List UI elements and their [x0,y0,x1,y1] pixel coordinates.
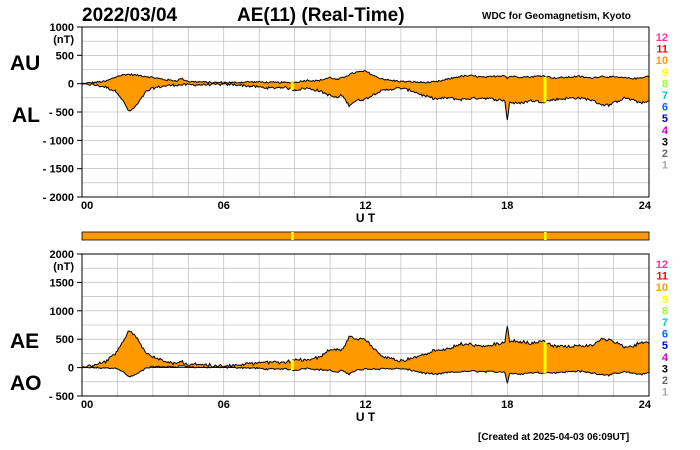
panel1-y-tick-label: 0 [68,79,74,91]
panel1-level-label: 2 [662,148,668,160]
panel2-area-fill [82,326,649,384]
panel2-level-label: 2 [662,375,668,387]
panel2-level-label: 1 [662,387,668,399]
data-source-label: WDC for Geomagnetism, Kyoto [482,11,631,22]
panel1-x-tick-label: 00 [81,200,93,212]
panel2-level-label: 11 [656,271,668,283]
panel1-level-label: 10 [656,55,668,67]
panel2-level-label: 9 [662,294,668,306]
panel2-x-tick-label: 12 [359,399,371,411]
panel1-y-tick-label: 500 [56,50,74,62]
panel1-upper-series-line [81,70,650,85]
data-quality-gap [291,232,294,240]
panel2-level-label: 5 [662,340,668,352]
panel2-level-label: 8 [662,305,668,317]
panel1-y-tick-label: - 2000 [43,192,74,204]
chart-title: AE(11) (Real-Time) [237,5,405,26]
panel2-level-label: 12 [656,259,668,271]
panel1-level-label: 6 [662,102,668,114]
panel2-level-label: 6 [662,329,668,341]
panel1-x-axis-label: U T [356,211,376,225]
panel1-x-tick-label: 18 [501,200,513,212]
panel2-y-tick-label: 0 [68,363,74,375]
panel1-level-label: 8 [662,78,668,90]
panel1-x-tick-label: 06 [218,200,230,212]
panel1-x-tick-label: 24 [639,200,652,212]
created-timestamp: [Created at 2025-04-03 06:09UT] [478,432,630,443]
panel1-y-tick-label: - 500 [49,107,74,119]
panel1-lower-series-line [81,82,650,121]
panel2-x-tick-label: 06 [218,399,230,411]
panel1-level-label: 3 [662,136,668,148]
panel2-x-axis-label: U T [356,410,376,424]
data-quality-gap [544,232,547,240]
panel2-y-tick-label: 1000 [50,306,74,318]
panel1-x-tick-label: 12 [359,200,371,212]
panel2-plot-frame [81,253,650,397]
panel2-lower-series-label: AO [10,372,42,395]
panel1-level-label: 12 [656,32,668,44]
panel2-level-label: 3 [662,363,668,375]
data-quality-bar [81,231,650,241]
panel1-lower-series-label: AL [12,104,40,127]
panel2-y-tick-label: 1500 [50,277,74,289]
panel2-x-tick-label: 18 [501,399,513,411]
panel1-level-label: 7 [662,90,668,102]
panel1-unit-label: (nT) [53,34,74,46]
panel2-x-tick-label: 24 [639,399,652,411]
panel2-y-tick-label: 2000 [50,249,74,261]
panel1-y-tick-label: - 1500 [43,164,74,176]
panel2-y-tick-label: - 500 [49,391,74,403]
panel2-y-tick-label: 500 [56,334,74,346]
panel2-upper-series-label: AE [10,330,40,353]
panel2-upper-series-line [81,325,650,368]
panel2-level-label: 10 [656,282,668,294]
chart-date: 2022/03/04 [82,5,178,26]
panel2-unit-label: (nT) [53,261,74,273]
panel1-level-label: 9 [662,67,668,79]
panel1-level-label: 11 [656,44,668,56]
panel1-upper-series-label: AU [10,52,41,75]
panel2-level-label: 7 [662,317,668,329]
panel2-x-tick-label: 00 [81,399,93,411]
panel1-y-tick-label: - 1000 [43,135,74,147]
panel1-level-label: 1 [662,160,668,172]
panel1-level-label: 5 [662,113,668,125]
panel2-level-label: 4 [662,352,669,364]
panel2-lower-series-line [81,365,650,384]
panel1-level-label: 4 [662,125,669,137]
panel1-y-tick-label: 1000 [50,22,74,34]
